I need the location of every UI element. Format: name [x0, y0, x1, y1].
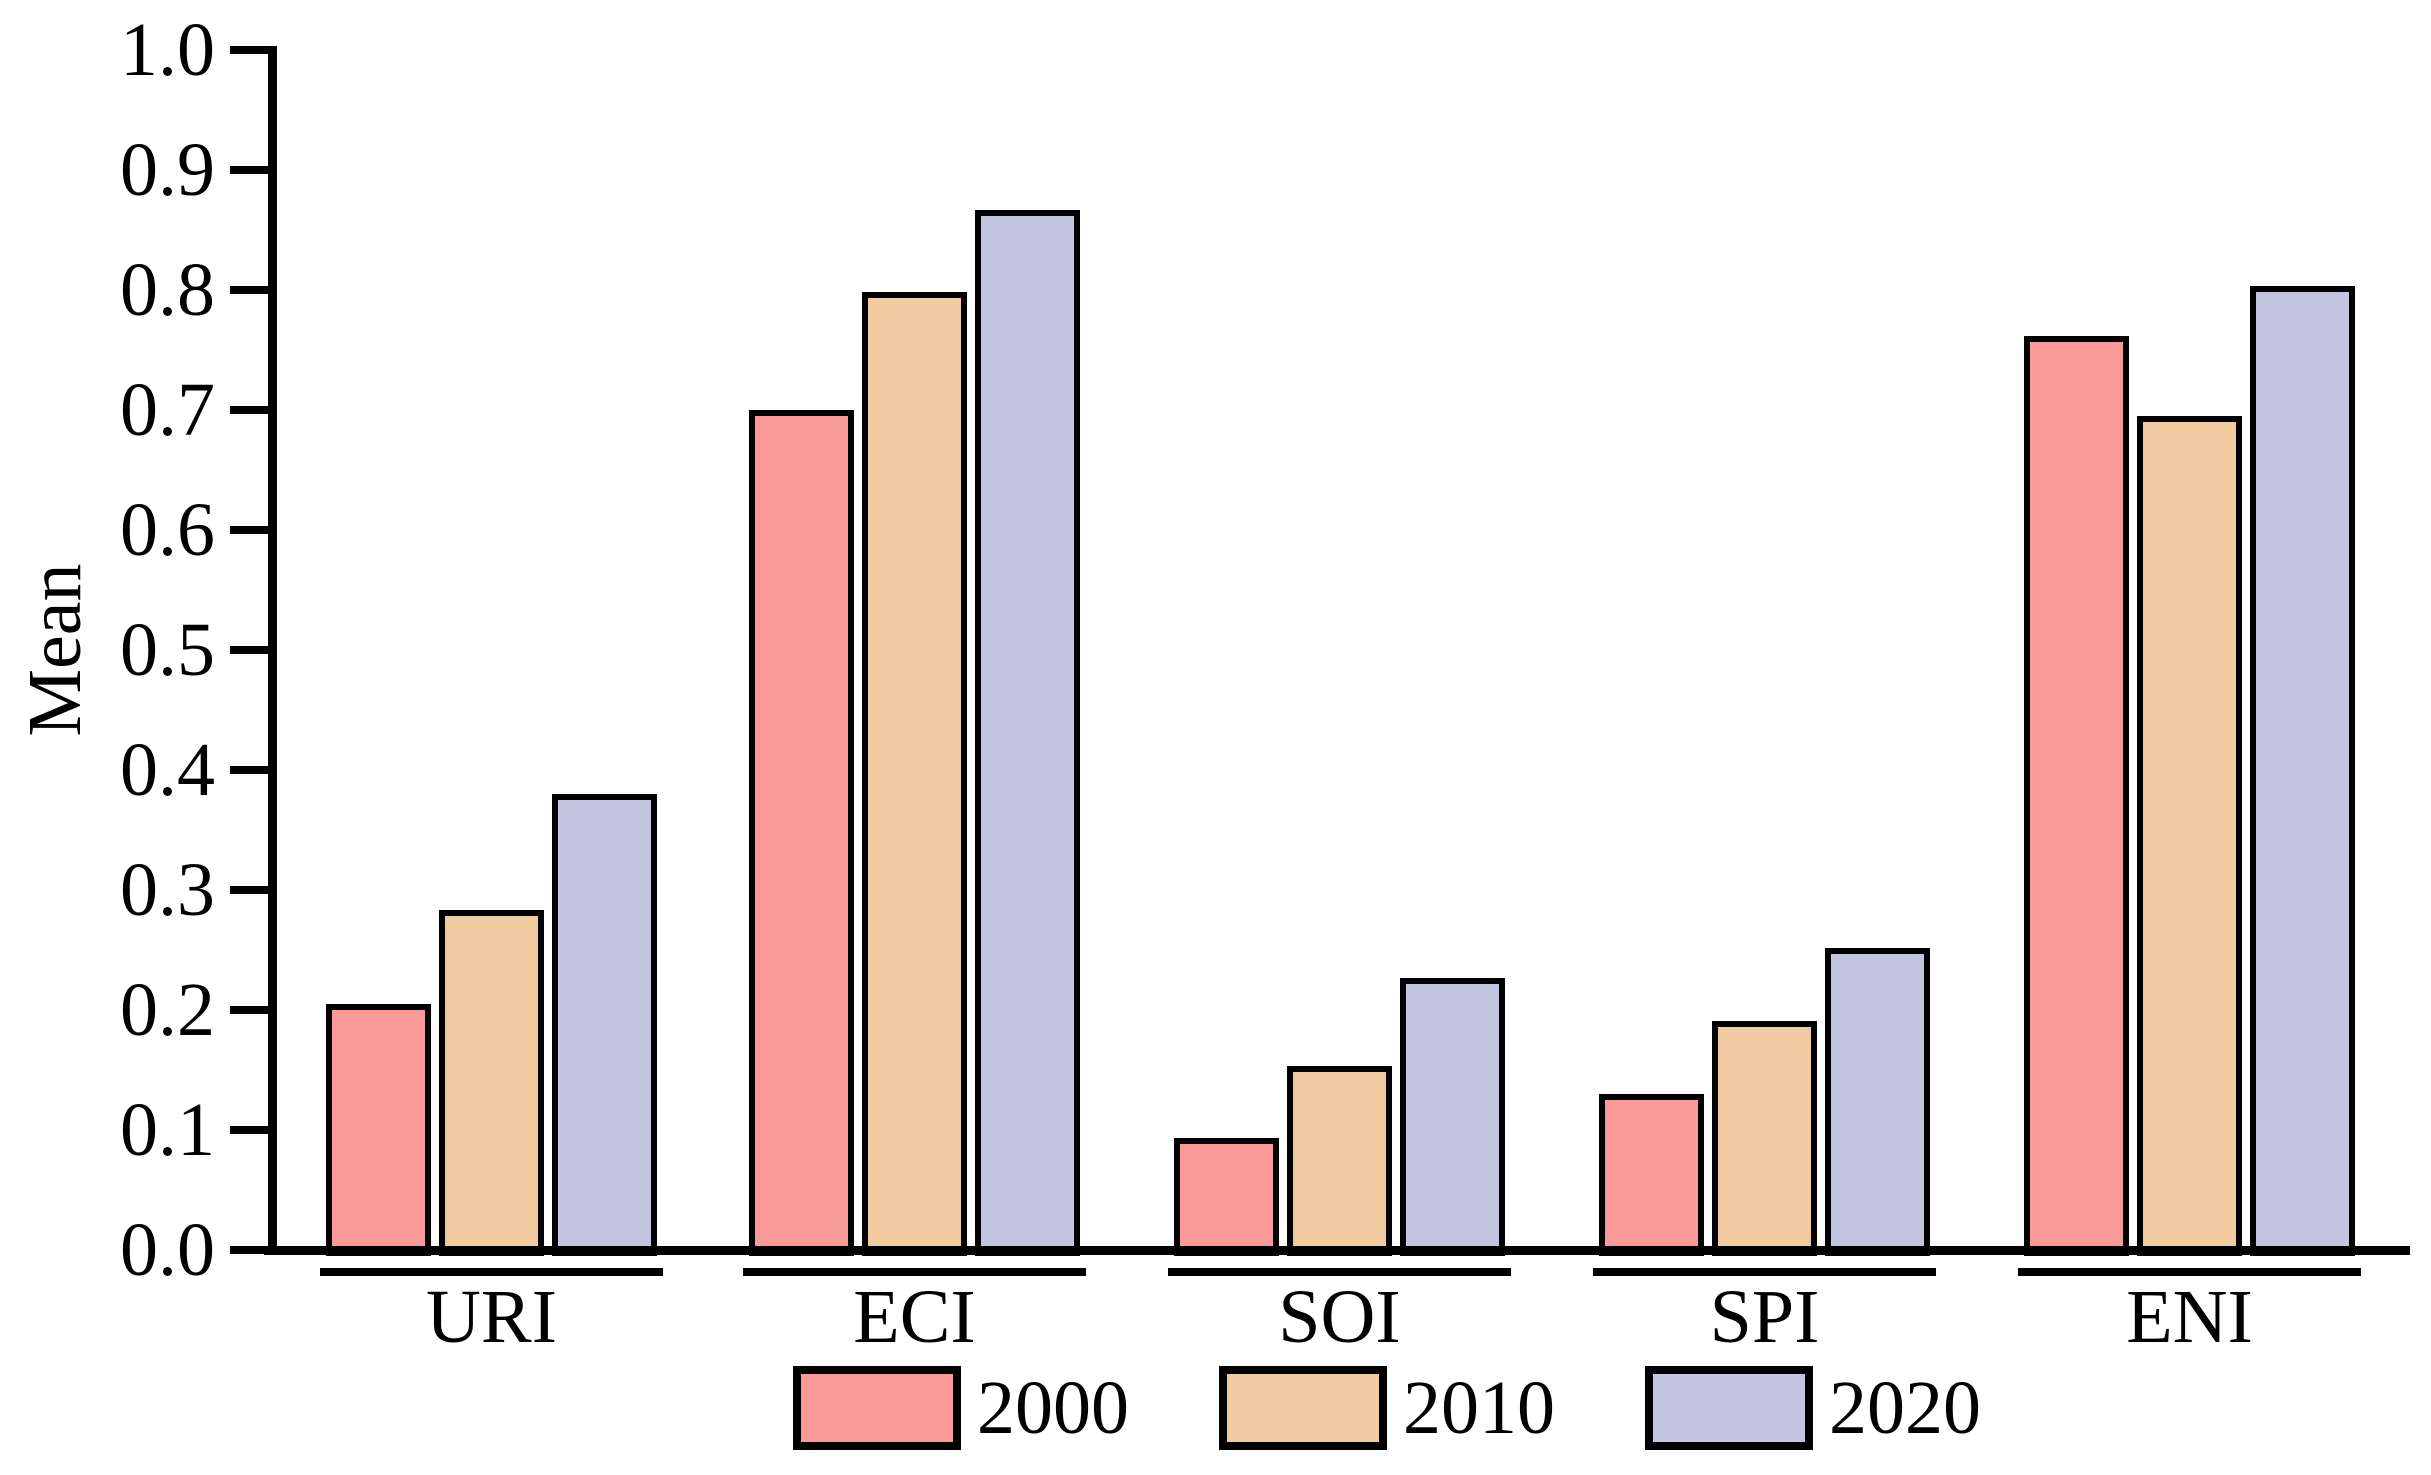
y-tick: [230, 286, 270, 294]
legend: 2000 2010 2020: [793, 1366, 1981, 1450]
category-underline-URI: [320, 1268, 663, 1276]
y-tick: [230, 526, 270, 534]
bar-ENI-2010: [2137, 416, 2242, 1256]
y-tick: [230, 46, 270, 54]
category-underline-ENI: [2018, 1268, 2361, 1276]
x-axis-line: [264, 1246, 2410, 1255]
category-underline-SOI: [1168, 1268, 1511, 1276]
bar-SPI-2020: [1825, 947, 1930, 1256]
bar-URI-2010: [439, 910, 544, 1256]
bar-SPI-2000: [1599, 1094, 1704, 1256]
bar-SOI-2000: [1174, 1138, 1279, 1256]
y-tick: [230, 406, 270, 414]
y-tick-label: 0.4: [120, 728, 215, 812]
legend-label-2020: 2020: [1829, 1366, 1981, 1450]
y-tick-label: 0.1: [120, 1088, 215, 1172]
y-tick: [230, 1246, 270, 1254]
bar-ECI-2010: [862, 292, 967, 1256]
bar-URI-2000: [326, 1004, 431, 1256]
legend-swatch-2000: [793, 1366, 961, 1450]
bar-ECI-2020: [975, 209, 1080, 1256]
bar-URI-2020: [552, 794, 657, 1256]
category-underline-ECI: [743, 1268, 1086, 1276]
y-tick-label: 1.0: [120, 8, 215, 92]
bar-SOI-2010: [1287, 1066, 1392, 1256]
y-tick-label: 0.3: [120, 848, 215, 932]
legend-entry-2010: 2010: [1219, 1366, 1555, 1450]
legend-swatch-2010: [1219, 1366, 1387, 1450]
bar-SOI-2020: [1400, 977, 1505, 1256]
y-tick: [230, 886, 270, 894]
bar-ENI-2020: [2250, 286, 2355, 1256]
y-tick: [230, 646, 270, 654]
y-tick: [230, 766, 270, 774]
y-tick-label: 0.8: [120, 248, 215, 332]
y-tick-label: 0.2: [120, 968, 215, 1052]
category-label-ENI: ENI: [2126, 1275, 2253, 1359]
y-tick-label: 0.6: [120, 488, 215, 572]
y-tick: [230, 1126, 270, 1134]
y-tick-label: 0.7: [120, 368, 215, 452]
category-underline-SPI: [1593, 1268, 1936, 1276]
legend-entry-2000: 2000: [793, 1366, 1129, 1450]
legend-entry-2020: 2020: [1645, 1366, 1981, 1450]
category-label-SPI: SPI: [1709, 1275, 1820, 1359]
category-label-URI: URI: [426, 1275, 557, 1359]
y-tick-label: 0.5: [120, 608, 215, 692]
legend-swatch-2020: [1645, 1366, 1813, 1450]
bar-ECI-2000: [749, 410, 854, 1256]
bar-SPI-2010: [1712, 1020, 1817, 1256]
category-label-SOI: SOI: [1278, 1275, 1401, 1359]
y-tick: [230, 166, 270, 174]
category-label-ECI: ECI: [853, 1275, 976, 1359]
legend-label-2000: 2000: [977, 1366, 1129, 1450]
bar-ENI-2000: [2024, 335, 2129, 1256]
y-tick: [230, 1006, 270, 1014]
y-tick-label: 0.9: [120, 128, 215, 212]
y-tick-label: 0.0: [120, 1208, 215, 1292]
y-axis-line: [268, 46, 277, 1254]
legend-label-2010: 2010: [1403, 1366, 1555, 1450]
